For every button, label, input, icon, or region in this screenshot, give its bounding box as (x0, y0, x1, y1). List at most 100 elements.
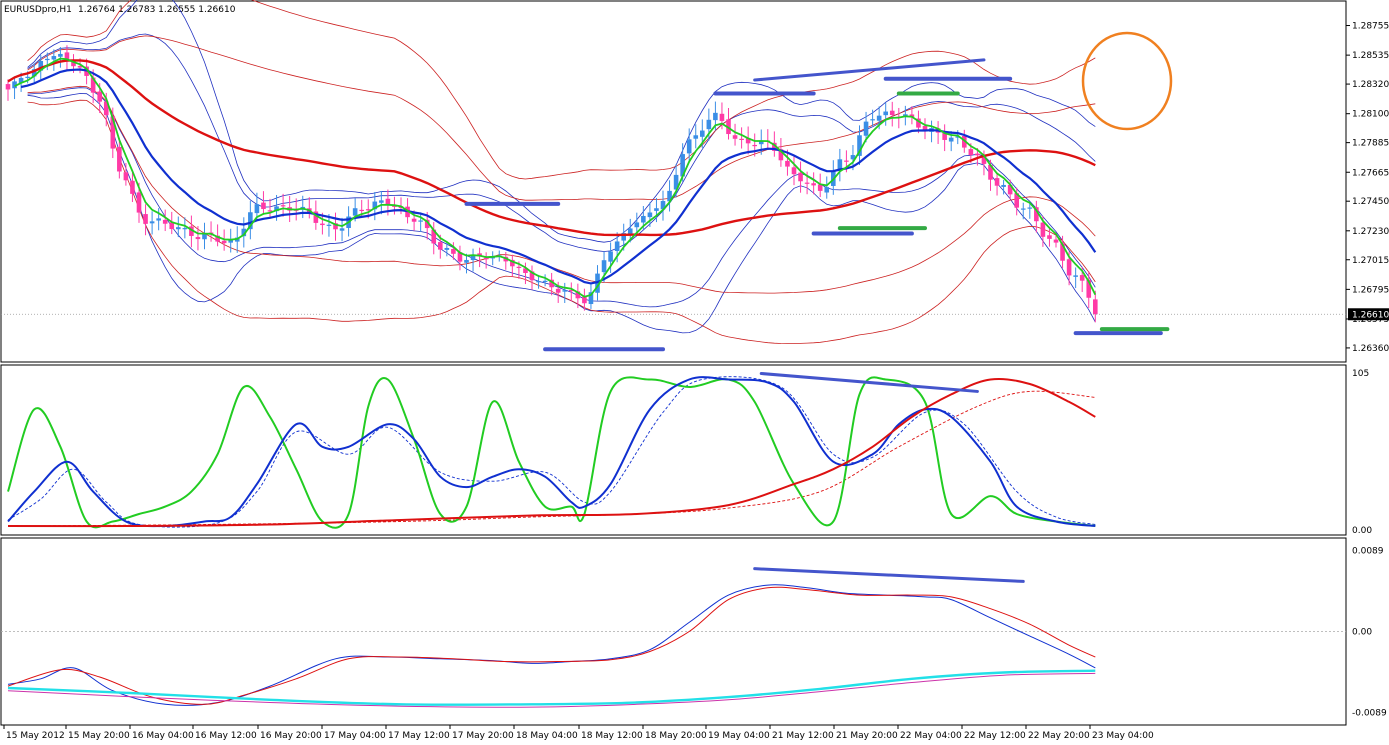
candle-bear (575, 291, 581, 299)
time-tick-label: 22 May 04:00 (900, 731, 962, 741)
price-tick-label: 1.27885 (1352, 139, 1389, 149)
lower-band-red (27, 99, 1096, 344)
candle-bull (627, 228, 633, 235)
osc-line-0 (7, 376, 1096, 529)
candle-bear (1040, 222, 1046, 237)
candle-bull (274, 206, 279, 212)
oscillator-series-layer (7, 376, 1096, 529)
time-tick-label: 16 May 20:00 (260, 731, 322, 741)
candle-bear (719, 113, 725, 121)
candle-bull (870, 119, 875, 121)
candle-bull (608, 251, 613, 262)
candle-bear (1007, 184, 1013, 195)
candle-bull (758, 140, 764, 145)
candle-bull (955, 136, 961, 138)
ohlc-label: 1.26764 1.26783 1.26555 1.26610 (78, 5, 236, 15)
candle-bear (510, 259, 515, 267)
candle-bear (962, 135, 967, 148)
candle-bear (267, 210, 273, 212)
candle-bull (352, 208, 358, 216)
upper-inner-band-red (27, 35, 1096, 201)
candle-bull (470, 254, 476, 261)
macd-line-1 (7, 586, 1096, 705)
highlight-circle (1081, 31, 1173, 131)
candle-bull (444, 247, 450, 250)
candle-bear (1047, 235, 1052, 239)
candle-bear (785, 160, 790, 167)
candle-bear (431, 229, 437, 244)
candle-bull (837, 159, 843, 171)
candle-bear (457, 252, 463, 262)
candle-bull (621, 233, 626, 241)
macd-divergence-line (753, 567, 1025, 583)
candle-bull (647, 212, 653, 218)
candle-bull (713, 112, 718, 121)
candle-bear (162, 219, 168, 224)
price-tick-label: 1.26360 (1352, 344, 1389, 354)
ma-red-slow (7, 59, 1096, 237)
candle-bear (804, 182, 810, 184)
candle-bear (844, 160, 849, 162)
candle-bear (889, 110, 895, 116)
time-tick-label: 19 May 04:00 (708, 731, 770, 741)
candle-bear (136, 192, 142, 213)
macd-tick-label: -0.0089 (1352, 709, 1387, 719)
time-tick-label: 23 May 04:00 (1092, 731, 1154, 741)
candle-bear (424, 219, 430, 229)
candle-bear (569, 289, 574, 292)
candle-bull (202, 233, 207, 240)
candle-bear (365, 209, 371, 211)
candle-bull (58, 53, 63, 57)
candle-bull (876, 115, 882, 121)
candle-bull (149, 221, 155, 224)
candle-bull (654, 208, 659, 211)
candle-bear (123, 172, 129, 181)
time-tick-label: 18 May 04:00 (516, 731, 578, 741)
candle-bull (562, 290, 568, 292)
candle-bull (464, 259, 469, 263)
candle-bear (110, 116, 116, 149)
time-tick-label: 17 May 04:00 (324, 731, 386, 741)
price-tick-label: 1.26795 (1352, 285, 1389, 295)
candle-bull (680, 154, 685, 177)
price-tick-label: 1.28535 (1352, 51, 1389, 61)
osc-line-1 (7, 376, 1096, 528)
candle-bear (732, 135, 738, 139)
price-tick-label: 1.28755 (1352, 22, 1389, 32)
macd-line-2 (7, 669, 1096, 706)
candle-bear (916, 118, 921, 128)
price-tick-label: 1.27230 (1352, 227, 1389, 237)
macd-line-3 (7, 672, 1096, 708)
lower-inner-band-blue (27, 87, 1096, 308)
candle-bear (811, 183, 816, 186)
candle-bear (745, 137, 751, 144)
candle-bear (169, 222, 175, 230)
candle-bull (903, 114, 908, 116)
time-tick-label: 17 May 20:00 (452, 731, 514, 741)
candle-bull (673, 174, 679, 190)
candle-bear (359, 209, 364, 212)
candle-bear (798, 172, 803, 182)
price-panel[interactable] (0, 0, 1347, 363)
candle-bull (693, 135, 699, 139)
candle-bear (726, 119, 731, 135)
candle-bull (45, 58, 50, 61)
candle-bull (601, 260, 607, 273)
price-tick-label: 1.28100 (1352, 110, 1389, 120)
price-tick-label: 1.27450 (1352, 197, 1389, 207)
symbol-label: EURUSDpro,H1 (4, 5, 72, 15)
candle-bull (641, 215, 646, 223)
candle-bull (248, 212, 253, 230)
candle-bear (77, 65, 83, 68)
osc-tick-label: 0.00 (1352, 526, 1372, 536)
candle-bear (261, 202, 266, 210)
ma-green-fast (14, 57, 1097, 298)
candle-bear (451, 248, 456, 254)
oscillator-panel[interactable] (0, 364, 1347, 536)
candle-bull (339, 228, 345, 231)
candle-bull (667, 190, 672, 202)
candle-bull (18, 77, 24, 83)
annotation-layer (464, 31, 1173, 583)
candle-bull (1073, 275, 1078, 277)
